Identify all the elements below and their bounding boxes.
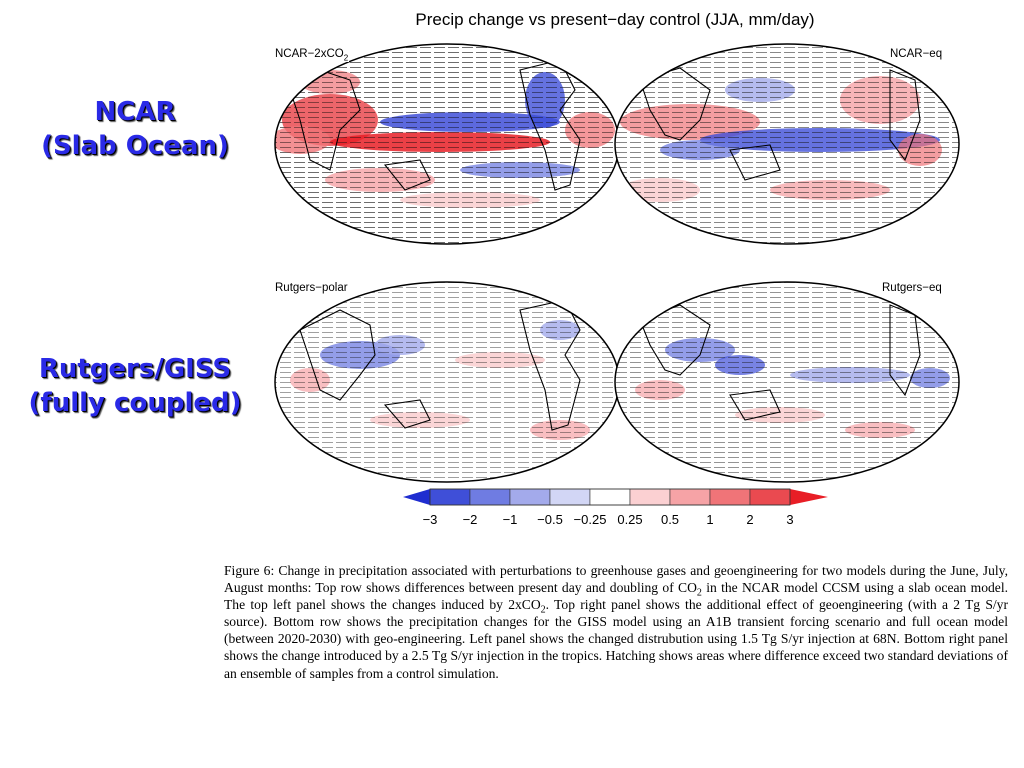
colorbar-tick-label: 0.25 — [617, 512, 643, 527]
figure-caption: Figure 6: Change in precipitation associ… — [224, 562, 1008, 682]
colorbar-cell — [549, 488, 591, 506]
colorbar-tick-label: −3 — [422, 512, 438, 527]
map-panels — [274, 43, 960, 506]
panel-label-rutgers-eq: Rutgers−eq — [881, 282, 943, 294]
caption-subscript: 2 — [696, 587, 702, 599]
colorbar-cell — [429, 488, 471, 506]
colorbar-tick-label: −0.5 — [537, 512, 563, 527]
caption-text: . Top right panel shows the additional e… — [224, 597, 1009, 681]
colorbar-tick-label: 2 — [746, 512, 754, 527]
caption-text: in the NCAR model CCSM using a slab ocea… — [224, 580, 1008, 613]
colorbar-tick-label: −0.25 — [573, 512, 607, 527]
row-label-line: (Slab Ocean) — [41, 131, 229, 161]
colorbar-tick-label: 1 — [706, 512, 714, 527]
map-rutgers-polar — [274, 281, 620, 483]
map-ncar-2xco2 — [274, 43, 620, 245]
colorbar-cell — [509, 488, 551, 506]
colorbar-tick-label: 0.5 — [660, 512, 680, 527]
panel-label-ncar-eq: NCAR−eq — [889, 48, 944, 60]
caption-text: Figure 6: Change in precipitation associ… — [224, 563, 1008, 596]
colorbar-tick-label: −2 — [462, 512, 478, 527]
map-rutgers-eq — [614, 281, 960, 483]
map-ncar-eq — [614, 43, 960, 245]
colorbar-tick-label: 3 — [786, 512, 794, 527]
colorbar-cell — [589, 488, 631, 506]
colorbar — [403, 488, 828, 506]
panel-label-rutgers-polar: Rutgers−polar — [274, 282, 349, 294]
colorbar-arrow-right — [790, 489, 828, 505]
panel-label-ncar-2xco2: NCAR−2xCO2 — [274, 48, 350, 63]
row-label-rutgers: Rutgers/GISS (fully coupled) — [10, 352, 260, 420]
row-label-line: (fully coupled) — [28, 388, 242, 418]
colorbar-cell — [469, 488, 511, 506]
colorbar-cell — [749, 488, 791, 506]
row-label-ncar: NCAR (Slab Ocean) — [10, 95, 260, 163]
colorbar-cell — [709, 488, 751, 506]
row-label-line: NCAR — [94, 97, 176, 127]
colorbar-tick-label: −1 — [502, 512, 518, 527]
panel-label-text: NCAR−2xCO — [275, 48, 344, 60]
colorbar-arrow-left — [403, 489, 430, 505]
caption-subscript: 2 — [540, 604, 546, 616]
colorbar-cell — [669, 488, 711, 506]
row-label-line: Rutgers/GISS — [38, 354, 232, 384]
figure-title: Precip change vs present−day control (JJ… — [415, 10, 815, 29]
colorbar-cell — [629, 488, 671, 506]
